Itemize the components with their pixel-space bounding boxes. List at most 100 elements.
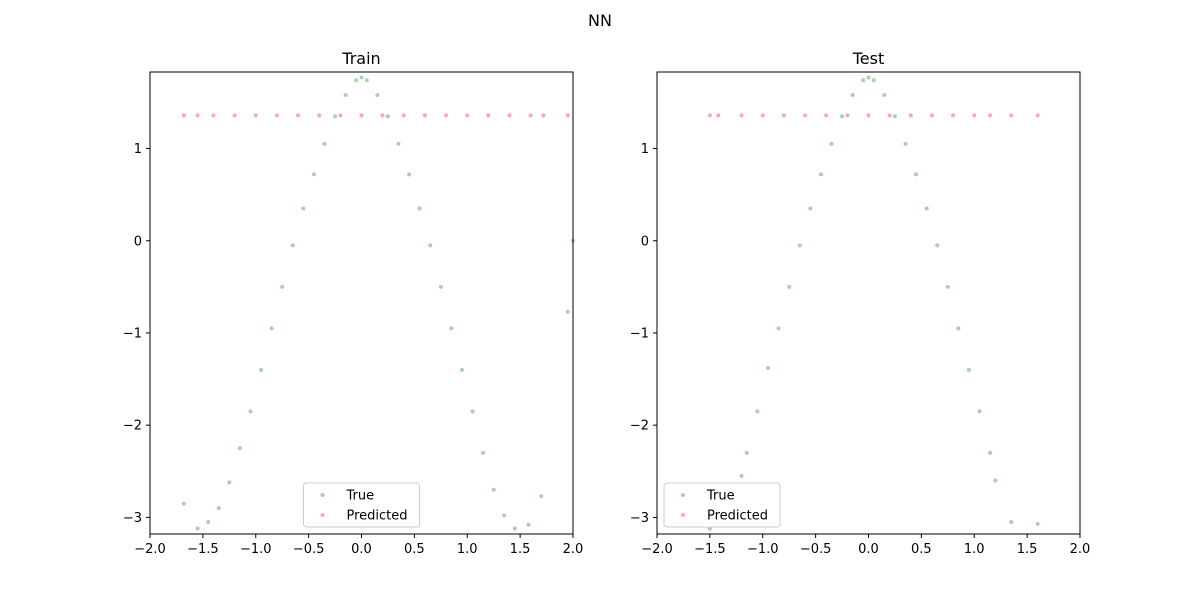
data-point [766, 366, 771, 371]
data-point [322, 141, 327, 146]
data-point [850, 93, 855, 98]
data-point [181, 501, 186, 506]
data-point [866, 113, 871, 118]
legend-marker [681, 493, 685, 497]
data-point [181, 113, 186, 118]
data-point [908, 113, 913, 118]
data-point [956, 326, 961, 331]
x-tick-label: 2.0 [1070, 542, 1091, 557]
data-point [359, 113, 364, 118]
legend-label: Predicted [347, 509, 408, 524]
legend: True Predicted [663, 482, 781, 528]
data-point [280, 284, 285, 289]
y-tick-label: 0 [641, 234, 649, 249]
data-point [716, 113, 721, 118]
data-point [528, 113, 533, 118]
data-point [781, 113, 786, 118]
data-point [385, 114, 390, 119]
data-point [259, 367, 264, 372]
data-point [333, 114, 338, 119]
y-tick-label: 1 [641, 142, 649, 157]
data-point [195, 113, 200, 118]
data-point [818, 172, 823, 177]
x-tick-label: −0.5 [293, 542, 325, 557]
x-tick-label: 1.0 [964, 542, 985, 557]
legend-label: True [346, 489, 375, 504]
data-point [526, 522, 531, 527]
x-tick-label: −0.5 [800, 542, 832, 557]
data-point [269, 326, 274, 331]
data-point [739, 113, 744, 118]
data-point [248, 409, 253, 414]
data-point [195, 526, 200, 531]
data-point [824, 113, 829, 118]
data-point [465, 113, 470, 118]
data-point [760, 113, 765, 118]
data-point [359, 75, 364, 80]
subplots: Train −2.0 −1.5 −1.0 −0.5 0.0 0.5 1.0 1.5 2.0 −3 −2… [123, 49, 1091, 557]
data-point [829, 141, 834, 146]
x-tick-label: −1.0 [240, 542, 272, 557]
data-point [354, 78, 359, 83]
x-tick-label: 1.5 [510, 542, 531, 557]
data-point [290, 243, 295, 248]
legend-box [303, 482, 420, 528]
data-point [491, 487, 496, 492]
data-point [311, 172, 316, 177]
data-point [338, 113, 343, 118]
series-true [181, 75, 575, 531]
data-point [380, 113, 385, 118]
data-point [507, 113, 512, 118]
data-point [871, 78, 876, 83]
data-point [539, 494, 544, 499]
legend-marker [320, 493, 325, 497]
data-point [541, 113, 546, 118]
data-point [565, 309, 570, 314]
data-point [1009, 520, 1014, 525]
data-point [966, 367, 971, 372]
subplot-train: Train −2.0 −1.5 −1.0 −0.5 0.0 0.5 1.0 1.5 2.0 −3 −2… [123, 49, 584, 557]
data-point [237, 446, 242, 451]
data-point [977, 409, 982, 414]
data-point [988, 450, 993, 455]
data-point [1035, 113, 1040, 118]
y-tick-label: −3 [630, 511, 649, 526]
data-point [914, 172, 919, 177]
data-point [1035, 521, 1040, 526]
data-point [486, 113, 491, 118]
x-tick-label: −2.0 [641, 542, 673, 557]
data-point [459, 367, 464, 372]
data-point [422, 113, 427, 118]
data-point [206, 520, 211, 525]
data-point [470, 409, 475, 414]
legend: True Predicted [303, 482, 420, 528]
data-point [301, 206, 306, 211]
data-point [887, 113, 892, 118]
legend-box [663, 482, 781, 528]
data-point [797, 243, 802, 248]
x-tick-label: 2.0 [563, 542, 584, 557]
x-tick-label: −1.5 [187, 542, 219, 557]
data-point [407, 172, 412, 177]
data-point [396, 141, 401, 146]
data-point [993, 478, 998, 483]
x-tick-label: 1.0 [457, 542, 478, 557]
data-point [840, 114, 845, 119]
x-tick-label: 0.0 [858, 542, 879, 557]
x-tick-label: −2.0 [134, 542, 166, 557]
data-point [951, 113, 956, 118]
data-point [988, 113, 993, 118]
data-point [438, 284, 443, 289]
data-point [892, 114, 897, 119]
series-predicted [707, 113, 1040, 118]
data-point [502, 513, 507, 518]
data-point [227, 480, 232, 485]
data-point [512, 526, 517, 531]
data-point [924, 206, 929, 211]
data-point [253, 113, 258, 118]
data-point [866, 75, 871, 80]
data-point [929, 113, 934, 118]
subplot-test: Test −2.0 −1.5 −1.0 −0.5 0.0 0.5 1.0 1.5 2.0 −3 −2 −… [630, 49, 1091, 557]
